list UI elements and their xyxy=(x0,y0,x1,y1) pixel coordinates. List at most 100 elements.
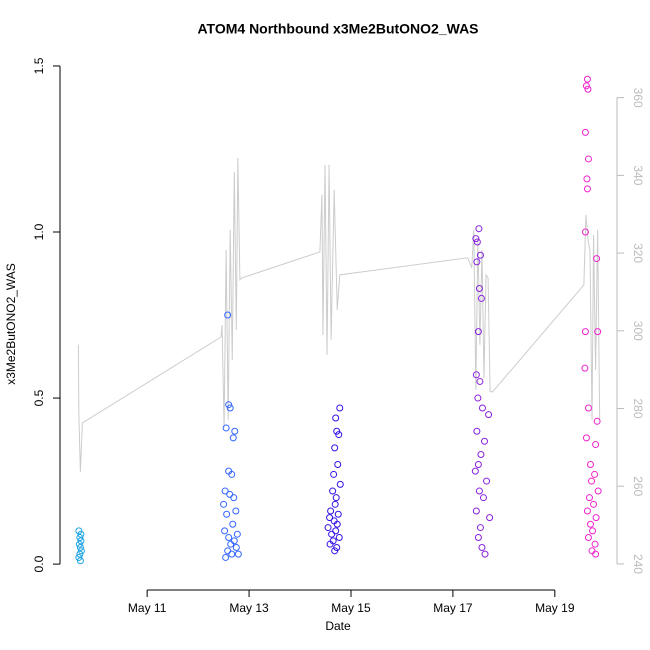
point xyxy=(581,328,589,336)
point xyxy=(592,514,600,522)
y2-tick-label: 280 xyxy=(631,399,645,419)
point xyxy=(230,537,238,545)
point xyxy=(330,470,338,478)
point xyxy=(221,527,229,535)
point xyxy=(76,534,84,542)
y-tick-label: 0.5 xyxy=(32,389,46,406)
point xyxy=(226,490,234,498)
point xyxy=(474,394,482,402)
point xyxy=(475,225,483,233)
point xyxy=(334,460,342,468)
point xyxy=(592,441,600,449)
point xyxy=(474,460,482,468)
point xyxy=(473,238,481,246)
y2-tick-label: 240 xyxy=(631,554,645,574)
y2-tick-label: 260 xyxy=(631,476,645,496)
point xyxy=(75,553,83,561)
point xyxy=(473,258,481,266)
point xyxy=(226,404,234,412)
point xyxy=(474,534,482,542)
point xyxy=(230,494,238,502)
point xyxy=(228,470,236,478)
point xyxy=(326,540,334,548)
point xyxy=(232,543,240,551)
point xyxy=(233,530,241,538)
point xyxy=(593,255,601,263)
x-tick-label: May 19 xyxy=(535,601,575,615)
point xyxy=(472,371,480,379)
point xyxy=(594,328,602,336)
point xyxy=(472,235,480,243)
y-tick-label: 1.5 xyxy=(32,57,46,74)
point xyxy=(584,85,592,93)
x-tick-label: May 13 xyxy=(229,601,269,615)
point xyxy=(77,547,85,555)
point xyxy=(331,444,339,452)
point xyxy=(476,524,484,532)
point xyxy=(76,543,84,551)
point xyxy=(222,424,230,432)
point xyxy=(478,404,486,412)
x-tick-label: May 17 xyxy=(433,601,473,615)
point xyxy=(231,427,239,435)
point xyxy=(329,487,337,495)
point xyxy=(224,547,232,555)
point xyxy=(474,328,482,336)
point xyxy=(75,540,83,548)
point xyxy=(225,534,233,542)
point xyxy=(331,500,339,508)
point xyxy=(334,510,342,518)
point xyxy=(582,434,590,442)
point xyxy=(583,185,591,193)
point xyxy=(587,520,595,528)
point xyxy=(475,284,483,292)
point xyxy=(332,527,340,535)
point xyxy=(479,494,487,502)
point xyxy=(587,460,595,468)
point xyxy=(336,480,344,488)
y-tick-label: 1.0 xyxy=(32,223,46,240)
point xyxy=(232,507,240,515)
point xyxy=(327,507,335,515)
point xyxy=(332,414,340,422)
point xyxy=(223,510,231,518)
x-tick-label: May 15 xyxy=(331,601,371,615)
point xyxy=(220,500,228,508)
point xyxy=(326,514,334,522)
point xyxy=(472,507,480,515)
point xyxy=(593,417,601,425)
point xyxy=(583,507,591,515)
point xyxy=(486,514,494,522)
point xyxy=(227,540,235,548)
point xyxy=(483,477,491,485)
point xyxy=(331,547,339,555)
point xyxy=(594,487,602,495)
point xyxy=(229,520,237,528)
point xyxy=(588,477,596,485)
point xyxy=(224,311,232,319)
point xyxy=(476,251,484,259)
point xyxy=(335,534,343,542)
point xyxy=(332,494,340,502)
point xyxy=(229,434,237,442)
y2-tick-label: 340 xyxy=(631,165,645,185)
point xyxy=(324,524,332,532)
line xyxy=(77,157,601,472)
point xyxy=(477,294,485,302)
point xyxy=(335,431,343,439)
y2-tick-label: 320 xyxy=(631,243,645,263)
point xyxy=(336,404,344,412)
point xyxy=(591,470,599,478)
point xyxy=(234,550,242,558)
point xyxy=(221,487,229,495)
point xyxy=(333,520,341,528)
point xyxy=(592,550,600,558)
point xyxy=(583,175,591,183)
point xyxy=(475,487,483,495)
point xyxy=(582,82,590,90)
point xyxy=(584,155,592,163)
point xyxy=(222,553,230,561)
point xyxy=(77,537,85,545)
point xyxy=(477,451,485,459)
